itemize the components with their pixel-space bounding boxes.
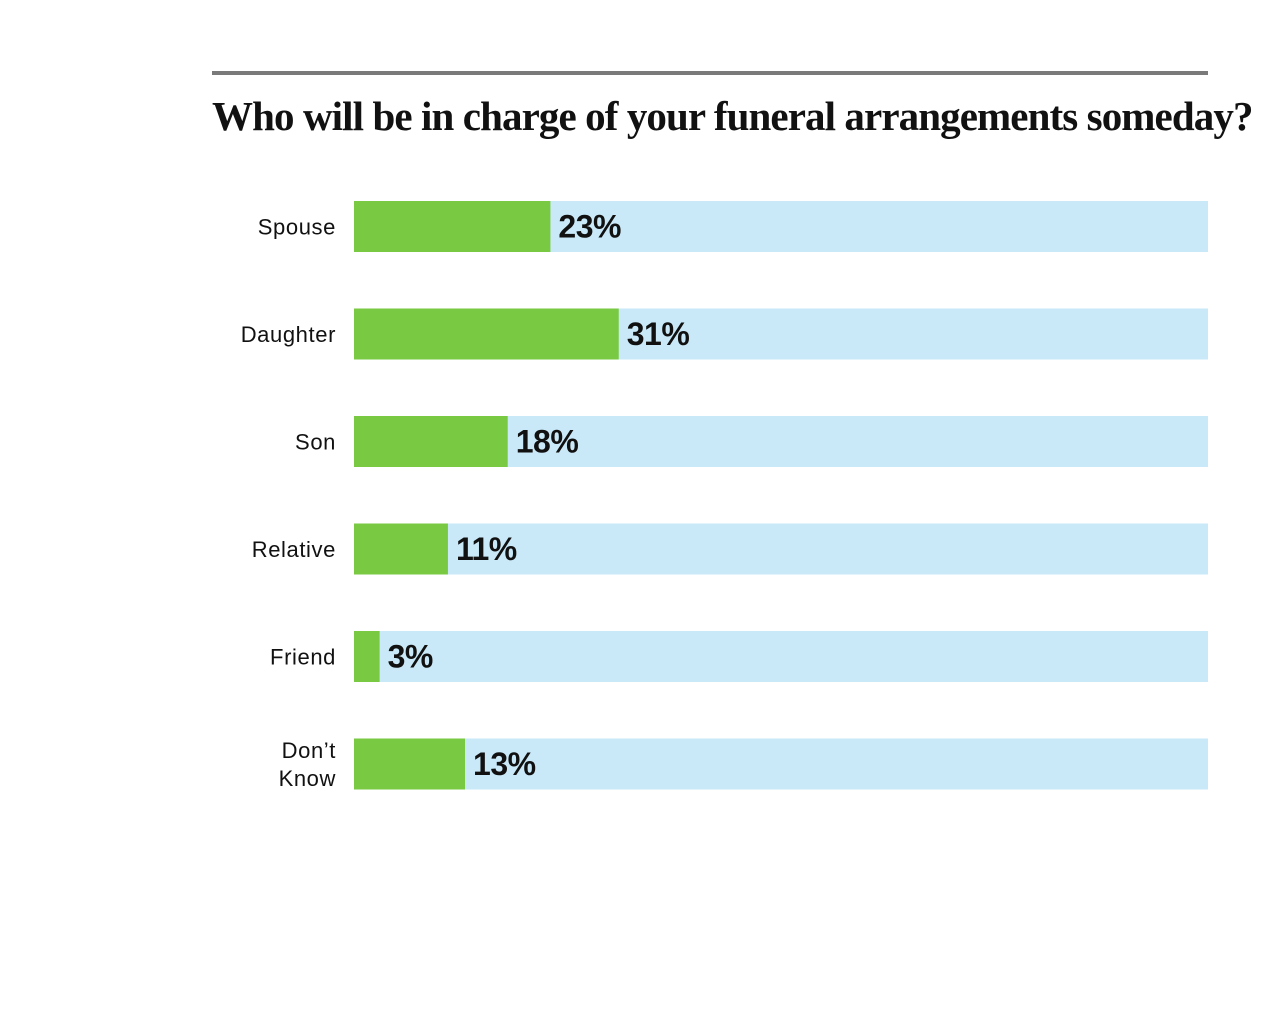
category-label: Friend xyxy=(270,645,336,670)
value-label: 18% xyxy=(516,424,579,460)
bar xyxy=(354,523,448,575)
value-labels: 23% 31% 18% 11% 3% 13% xyxy=(388,209,690,783)
category-label: Son xyxy=(295,430,336,455)
bar xyxy=(354,631,380,682)
value-label: 31% xyxy=(627,316,690,352)
value-label: 13% xyxy=(473,746,536,782)
value-label: 23% xyxy=(558,209,621,245)
bar xyxy=(354,308,619,360)
value-label: 11% xyxy=(456,531,517,567)
category-label: Daughter xyxy=(241,322,336,347)
category-labels: Spouse Daughter Son Relative Friend Don’t Know xyxy=(241,215,336,792)
chart-title: Who will be in charge of your funeral ar… xyxy=(212,93,1253,139)
title-rule xyxy=(212,71,1208,75)
bar xyxy=(354,201,551,252)
bar xyxy=(354,416,508,467)
bar xyxy=(354,738,466,790)
category-label: Relative xyxy=(252,537,336,562)
bar-track xyxy=(354,738,1208,790)
bar-track xyxy=(354,631,1208,682)
bar-tracks xyxy=(354,201,1208,790)
value-label: 3% xyxy=(388,639,433,675)
category-label: Spouse xyxy=(258,215,336,240)
bars xyxy=(354,201,619,790)
bar-track xyxy=(354,523,1208,575)
category-label: Don’t Know xyxy=(279,738,336,791)
